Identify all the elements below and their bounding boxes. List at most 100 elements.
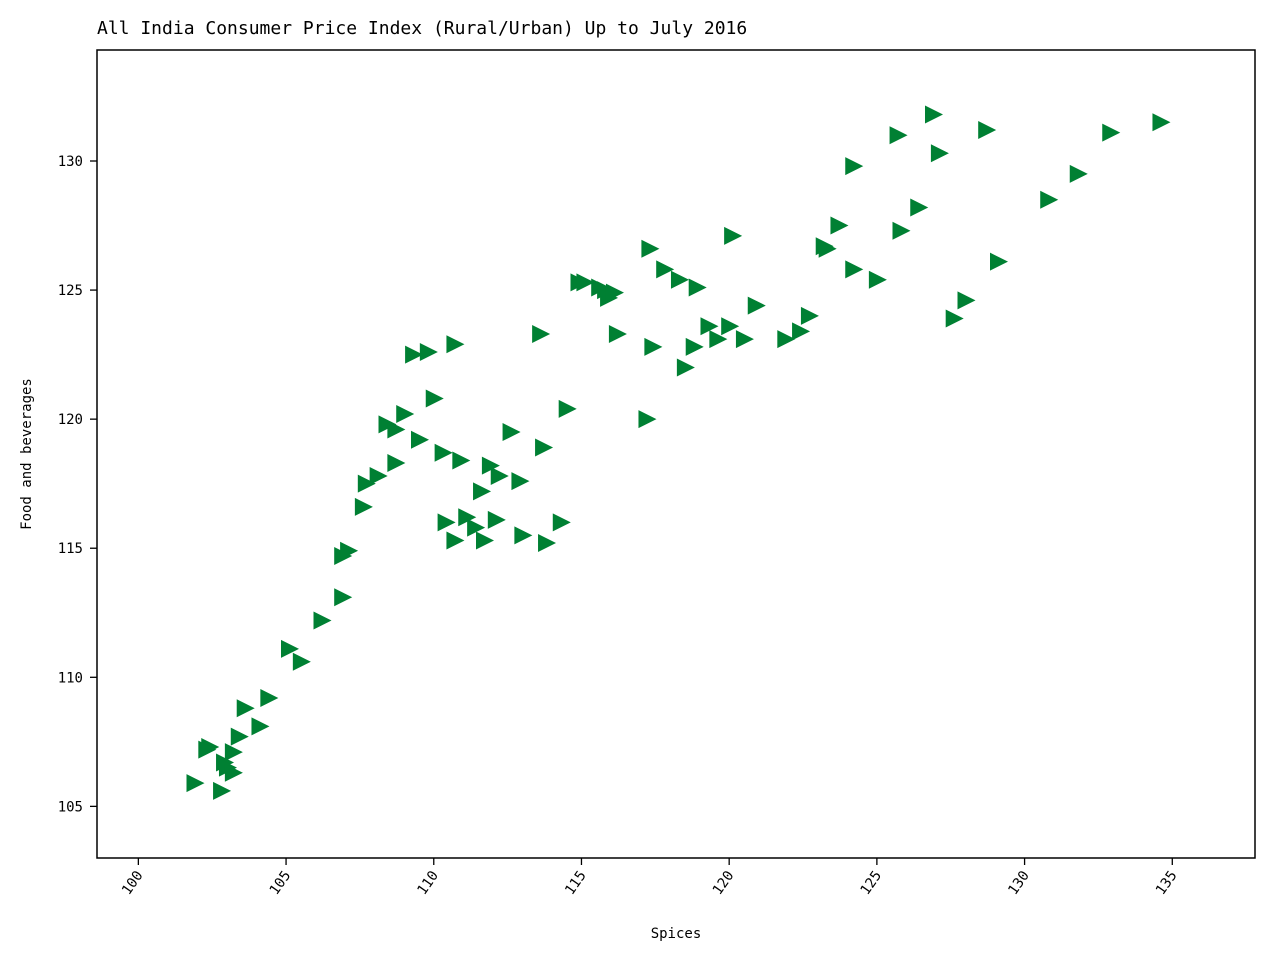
data-point xyxy=(437,513,456,532)
data-point xyxy=(354,497,373,516)
x-tick-label: 135 xyxy=(1153,868,1181,898)
data-point xyxy=(552,513,571,532)
data-points xyxy=(186,105,1171,800)
data-point xyxy=(747,296,766,315)
data-point xyxy=(830,216,849,235)
data-point xyxy=(889,126,908,145)
data-point xyxy=(198,740,217,759)
data-point xyxy=(670,270,689,289)
data-point xyxy=(930,144,949,163)
y-tick-label: 120 xyxy=(58,412,83,428)
data-point xyxy=(224,763,243,782)
x-tick-label: 100 xyxy=(119,868,147,898)
data-point xyxy=(410,430,429,449)
data-point xyxy=(656,260,675,279)
data-point xyxy=(558,399,577,418)
data-point xyxy=(1152,113,1171,132)
data-point xyxy=(868,270,887,289)
y-tick-label: 110 xyxy=(58,670,83,686)
data-point xyxy=(487,510,506,529)
plot-area xyxy=(96,49,1256,859)
data-point xyxy=(405,345,424,364)
y-axis-label: Food and beverages xyxy=(19,378,35,530)
data-point xyxy=(792,322,811,341)
data-point xyxy=(369,466,388,485)
data-point xyxy=(676,358,695,377)
data-point xyxy=(481,456,500,475)
data-point xyxy=(535,438,554,457)
data-point xyxy=(709,330,728,349)
data-point xyxy=(502,423,521,442)
data-point xyxy=(186,774,205,793)
data-point xyxy=(685,337,704,356)
data-point xyxy=(511,472,530,491)
data-point xyxy=(425,389,444,408)
data-point xyxy=(473,482,492,501)
data-point xyxy=(945,309,964,328)
data-point xyxy=(419,343,438,362)
data-point xyxy=(576,273,595,292)
data-point xyxy=(978,121,997,140)
data-point xyxy=(236,699,255,718)
data-point xyxy=(387,420,406,439)
data-point xyxy=(800,306,819,325)
data-point xyxy=(605,283,624,302)
data-point xyxy=(608,324,627,343)
data-point xyxy=(989,252,1008,271)
data-point xyxy=(957,291,976,310)
data-point xyxy=(334,588,353,607)
data-point xyxy=(845,157,864,176)
data-point xyxy=(224,743,243,762)
x-tick-label: 120 xyxy=(710,868,738,898)
data-point xyxy=(538,534,557,553)
x-tick-label: 105 xyxy=(267,868,295,898)
data-point xyxy=(340,541,359,560)
data-point xyxy=(721,317,740,336)
data-point xyxy=(475,531,494,550)
data-point xyxy=(1040,190,1059,209)
y-tick-label: 115 xyxy=(58,541,83,557)
data-point xyxy=(644,337,663,356)
data-point xyxy=(910,198,929,217)
y-axis-ticks: 105 110 115 120 125 130 xyxy=(58,154,97,815)
data-point xyxy=(490,466,509,485)
chart-title: All India Consumer Price Index (Rural/Ur… xyxy=(97,18,747,39)
y-tick-label: 105 xyxy=(58,799,83,815)
data-point xyxy=(446,335,465,354)
data-point xyxy=(434,443,453,462)
data-point xyxy=(213,781,232,800)
data-point xyxy=(230,727,249,746)
data-point xyxy=(357,474,376,493)
x-axis-label: Spices xyxy=(651,926,702,942)
data-point xyxy=(458,508,477,527)
data-point xyxy=(638,410,657,429)
data-point xyxy=(892,221,911,240)
data-point xyxy=(1069,164,1088,183)
data-point xyxy=(724,226,743,245)
data-point xyxy=(532,324,551,343)
data-point xyxy=(735,330,754,349)
data-point xyxy=(777,330,796,349)
data-point xyxy=(452,451,471,470)
data-point xyxy=(818,239,837,258)
y-tick-label: 130 xyxy=(58,154,83,170)
data-point xyxy=(260,688,279,707)
data-point xyxy=(845,260,864,279)
x-tick-label: 115 xyxy=(562,868,590,898)
x-tick-label: 130 xyxy=(1005,868,1033,898)
x-tick-label: 110 xyxy=(414,868,442,898)
data-point xyxy=(688,278,707,297)
data-point xyxy=(700,317,719,336)
data-point xyxy=(292,652,311,671)
x-axis-ticks: 100 105 110 115 120 125 130 135 xyxy=(119,858,1181,898)
data-point xyxy=(446,531,465,550)
data-point xyxy=(313,611,332,630)
data-point xyxy=(641,239,660,258)
x-tick-label: 125 xyxy=(858,868,886,898)
data-point xyxy=(281,639,300,658)
data-point xyxy=(396,404,415,423)
data-point xyxy=(925,105,944,124)
data-point xyxy=(251,717,270,736)
data-point xyxy=(1102,123,1121,142)
